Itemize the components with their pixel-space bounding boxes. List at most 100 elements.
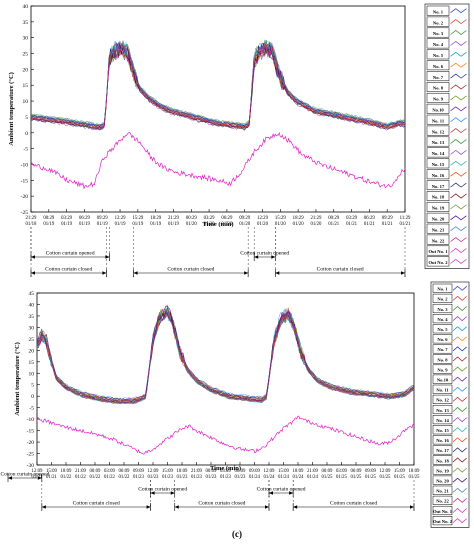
panel-label: (c) [232, 529, 242, 539]
y-tick-label: -20 [21, 194, 29, 200]
legend-entry-label: No. 16 [436, 438, 449, 443]
legend-swatch [452, 467, 467, 473]
annotation-arrowhead-left [275, 271, 280, 275]
y-tick-label: 0 [31, 394, 34, 400]
legend-entry-label: Out No. 1 [433, 509, 453, 514]
legend-entry-label: No. 3 [437, 307, 448, 312]
x-tick-label-date: 01/25 [380, 475, 392, 480]
legend-swatch [452, 306, 467, 311]
x-tick-label-time: 12:09 [380, 469, 392, 474]
legend-entry-label: No. 19 [432, 206, 445, 211]
legend-entry-box [432, 384, 453, 394]
legend-entry-label: No. 9 [433, 97, 444, 102]
legend-swatch [450, 258, 467, 264]
legend-entry-label: No. 2 [433, 20, 444, 25]
x-tick-label-time: 12:09 [32, 469, 44, 474]
legend-entry-label: No. 8 [433, 86, 444, 91]
annotation-arrowhead-left [254, 255, 259, 259]
legend-swatch [450, 248, 467, 253]
legend-entry-label: No. 17 [436, 448, 449, 453]
legend-swatch [450, 30, 467, 35]
legend-entry-box [432, 495, 453, 505]
legend-entry-box [432, 324, 453, 334]
y-tick-label: 30 [29, 325, 35, 331]
panel-b: 40 35 30 25 20 15 10 5 0 -5 -10 -15 -20 -25 Ambient te… [8, 3, 470, 302]
x-tick-label-time: 21:09 [191, 469, 203, 474]
x-tick-label-time: 09:09 [133, 469, 145, 474]
legend-entry-label: No. 4 [437, 317, 448, 322]
annotation-arrowhead-left [269, 491, 273, 495]
indoor-series-line [30, 44, 406, 131]
legend-entry-box [432, 516, 453, 526]
legend-swatch [452, 487, 467, 493]
y-tick-label: 35 [29, 314, 35, 320]
legend-swatch [452, 407, 467, 412]
y-tick-label: -10 [27, 417, 35, 423]
annotation-arrowhead-right [401, 271, 405, 275]
x-tick-label-time: 15:09 [46, 469, 58, 474]
legend-entry-label: No. 9 [437, 367, 448, 372]
legend-entry-label: No. 1 [437, 287, 448, 292]
annotation-label: Cotton curtain opened [0, 472, 49, 478]
x-tick-label-date: 01/19 [97, 222, 109, 227]
annotation-arrowhead-right [105, 255, 110, 259]
y-tick-label: -20 [27, 440, 35, 446]
y-tick-label: 20 [29, 348, 35, 354]
legend-swatch [452, 417, 467, 423]
annotation-arrowhead-right [146, 505, 151, 509]
x-tick-label-time: 03:09 [104, 469, 116, 474]
legend-entry-box [426, 27, 450, 38]
x-tick-label-date: 01/22 [75, 475, 87, 480]
legend-swatch [452, 346, 467, 352]
y-axis-label: Ambient temperature (°C) [14, 342, 21, 416]
indoor-series-line [30, 42, 406, 128]
annotation-arrowhead-left [293, 505, 298, 509]
x-tick-label-date: 01/23 [162, 475, 174, 480]
y-tick-label: 45 [29, 291, 35, 297]
legend-entry-box [426, 38, 450, 49]
y-tick-label: -25 [27, 452, 35, 458]
legend-entry-label: No. 20 [436, 479, 449, 484]
y-tick-label: 30 [23, 36, 29, 42]
x-tick-label-date: 01/20 [239, 222, 251, 227]
x-tick-label-date: 01/22 [119, 475, 131, 480]
x-tick-label-date: 01/23 [191, 475, 203, 480]
legend-entry-label: No. 20 [432, 217, 445, 222]
legend-entry-box [426, 103, 450, 114]
legend-entry-label: No. 6 [433, 64, 444, 69]
x-tick-label-date: 01/25 [409, 475, 421, 480]
legend-swatch [452, 316, 467, 322]
x-tick-label-time: 12:09 [264, 469, 276, 474]
indoor-series-line [36, 309, 415, 404]
legend-entry-box [432, 394, 453, 404]
x-tick-label-time: 06:29 [364, 216, 376, 221]
x-axis-label: Time (min) [210, 465, 241, 472]
x-tick-label-time: 15:29 [275, 216, 287, 221]
x-tick-label-time: 00:09 [322, 469, 334, 474]
annotation-label: Cotton curtain closed [73, 501, 120, 507]
x-tick-label-date: 01/18 [26, 222, 38, 227]
legend-swatch [452, 376, 467, 382]
y-tick-label: 5 [25, 115, 28, 121]
legend-entry-box [432, 415, 453, 425]
legend-swatch [450, 19, 467, 25]
legend-entry-label: No. 22 [436, 499, 449, 504]
y-tick-label: -15 [27, 429, 35, 435]
legend-entry-label: No. 7 [433, 75, 444, 80]
annotation-label: Cotton curtain opened [138, 487, 187, 493]
legend-swatch [450, 95, 467, 101]
y-tick-label: -5 [23, 147, 28, 153]
legend-entry-box [426, 201, 450, 212]
x-tick-label-date: 01/23 [220, 475, 232, 480]
x-tick-label-time: 03:29 [61, 216, 73, 221]
x-tick-label-date: 01/21 [400, 222, 412, 227]
indoor-series-line [36, 308, 415, 402]
y-tick-label: -10 [21, 162, 29, 168]
x-tick-label-date: 01/19 [150, 222, 162, 227]
legend-entry-box [432, 374, 453, 384]
y-axis-label: Ambient temperature (°C) [8, 72, 15, 146]
legend-swatch [452, 518, 467, 524]
legend-entry-label: No. 19 [436, 468, 449, 473]
x-tick-label-date: 01/21 [32, 475, 44, 480]
x-tick-label-date: 01/24 [249, 475, 261, 480]
